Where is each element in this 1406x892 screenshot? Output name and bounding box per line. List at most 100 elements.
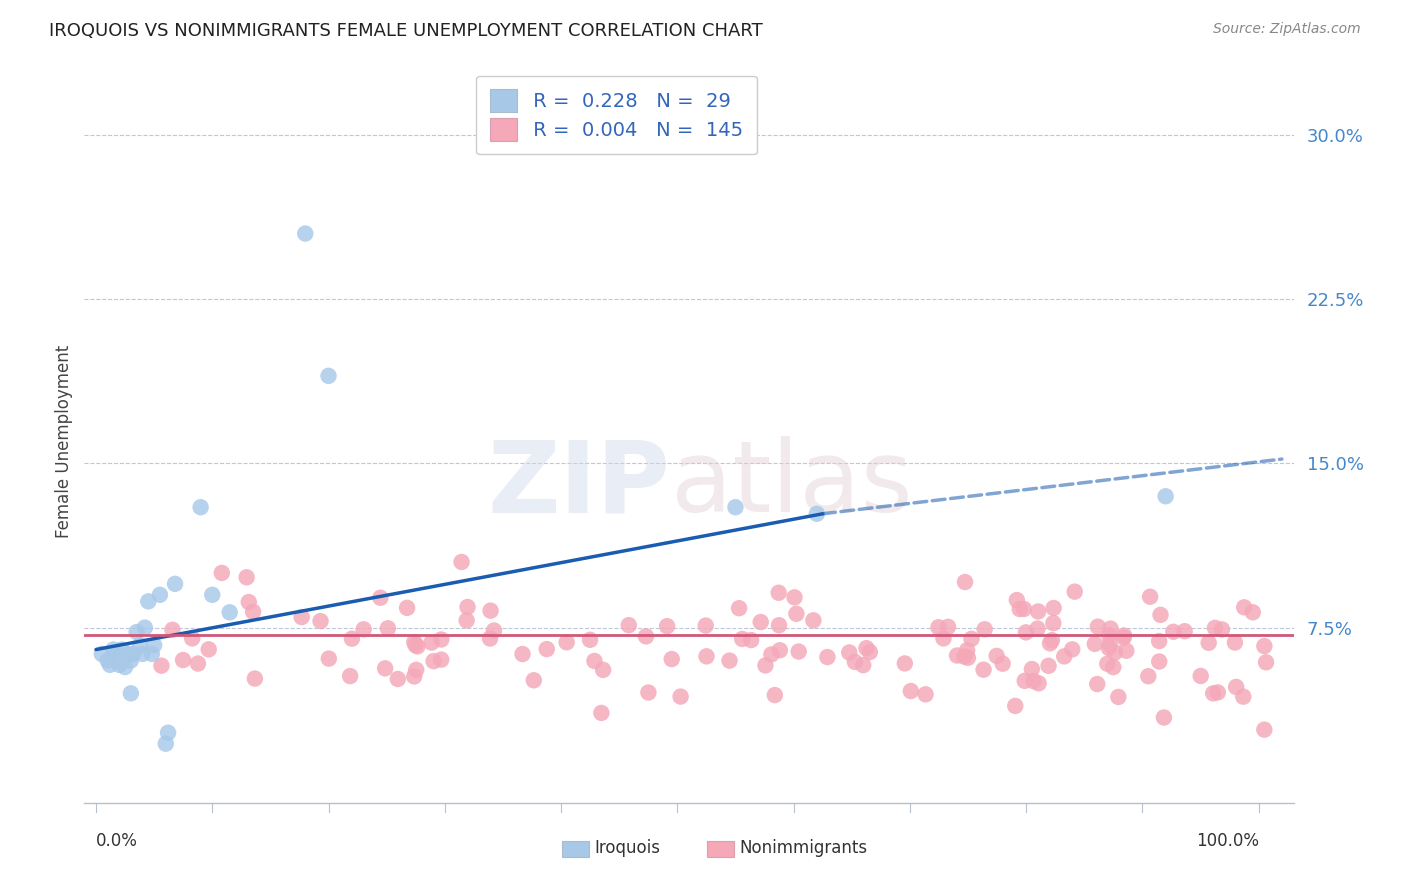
Point <box>1084 637 1107 651</box>
Point <box>187 657 209 671</box>
Point <box>695 649 717 664</box>
Point <box>536 642 558 657</box>
Point <box>1153 710 1175 724</box>
Point <box>141 647 163 661</box>
Point <box>238 595 260 609</box>
Point <box>211 566 233 580</box>
Point <box>1042 601 1064 615</box>
Point <box>1099 622 1122 636</box>
Point <box>456 614 478 628</box>
Point <box>583 654 606 668</box>
Point <box>914 687 936 701</box>
Point <box>1098 628 1121 642</box>
Point <box>479 632 502 646</box>
Point <box>90 647 112 661</box>
Point <box>731 632 754 646</box>
Point <box>1253 639 1275 653</box>
Point <box>1008 602 1031 616</box>
Point <box>1112 631 1135 645</box>
Point <box>406 640 429 654</box>
Point <box>740 633 762 648</box>
Point <box>953 649 976 664</box>
Point <box>900 684 922 698</box>
Point <box>291 610 314 624</box>
Point <box>482 624 505 638</box>
Point <box>1053 649 1076 664</box>
Point <box>243 672 266 686</box>
Point <box>114 660 136 674</box>
Point <box>150 658 173 673</box>
Point <box>242 605 264 619</box>
Point <box>318 368 340 383</box>
Point <box>309 614 332 628</box>
Point <box>103 642 125 657</box>
Point <box>374 661 396 675</box>
Point <box>197 642 219 657</box>
Point <box>754 658 776 673</box>
Point <box>749 615 772 629</box>
Point <box>1233 600 1256 615</box>
Point <box>1039 636 1062 650</box>
Point <box>131 647 153 661</box>
Point <box>579 632 602 647</box>
Point <box>105 647 128 661</box>
Point <box>1154 489 1177 503</box>
Text: IROQUOIS VS NONIMMIGRANTS FEMALE UNEMPLOYMENT CORRELATION CHART: IROQUOIS VS NONIMMIGRANTS FEMALE UNEMPLO… <box>49 22 763 40</box>
Point <box>1026 604 1049 618</box>
Point <box>973 663 995 677</box>
Point <box>927 620 949 634</box>
Point <box>1211 623 1233 637</box>
Point <box>763 688 786 702</box>
Point <box>430 632 453 647</box>
Point <box>986 648 1008 663</box>
Point <box>1232 690 1254 704</box>
Point <box>1098 640 1121 655</box>
Point <box>855 641 877 656</box>
Point <box>555 635 578 649</box>
Point <box>1163 624 1185 639</box>
Point <box>852 658 875 673</box>
Point <box>932 632 955 646</box>
Point <box>339 669 361 683</box>
Point <box>125 625 148 640</box>
Point <box>1005 593 1028 607</box>
Point <box>134 621 156 635</box>
Point <box>1254 655 1277 669</box>
Point <box>953 574 976 589</box>
Point <box>1028 676 1050 690</box>
Point <box>973 622 995 636</box>
Point <box>201 588 224 602</box>
Point <box>1206 685 1229 699</box>
Point <box>162 623 184 637</box>
Point <box>787 644 810 658</box>
Point <box>1026 622 1049 636</box>
Point <box>1087 620 1109 634</box>
Point <box>1223 635 1246 649</box>
Point <box>136 594 159 608</box>
Point <box>655 619 678 633</box>
Point <box>1253 723 1275 737</box>
Point <box>165 577 187 591</box>
Point <box>404 635 426 649</box>
Point <box>1225 680 1247 694</box>
Point <box>1062 642 1084 657</box>
Legend:  R =  0.228   N =  29,  R =  0.004   N =  145: R = 0.228 N = 29, R = 0.004 N = 145 <box>477 76 756 154</box>
Point <box>669 690 692 704</box>
Point <box>523 673 546 688</box>
Point <box>155 737 177 751</box>
Point <box>1022 674 1045 689</box>
Point <box>377 621 399 635</box>
Text: 100.0%: 100.0% <box>1195 831 1258 850</box>
Point <box>120 686 142 700</box>
Point <box>728 601 751 615</box>
Point <box>634 629 657 643</box>
Point <box>97 653 120 667</box>
Point <box>1012 602 1035 616</box>
Point <box>235 570 257 584</box>
Point <box>420 635 443 649</box>
Text: Nonimmigrants: Nonimmigrants <box>740 839 868 857</box>
Point <box>404 669 426 683</box>
Point <box>1021 662 1043 676</box>
Point <box>218 605 240 619</box>
Point <box>98 657 121 672</box>
